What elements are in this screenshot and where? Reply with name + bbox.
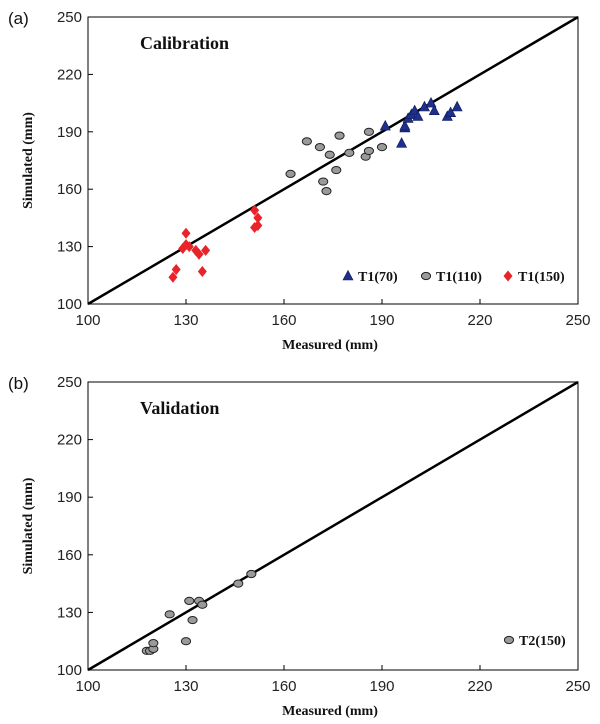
chart-panel-0: 100 130 160 190 220 250 100 130 160 190 220 250 Meas… xyxy=(8,9,591,353)
x-tick-label: 220 xyxy=(467,678,492,695)
data-point xyxy=(324,150,335,159)
data-point xyxy=(301,137,312,146)
chart-title: Calibration xyxy=(140,33,229,53)
y-tick-label: 250 xyxy=(57,374,82,391)
legend: T2(150) xyxy=(503,634,566,649)
data-point xyxy=(246,569,257,579)
data-point xyxy=(197,265,207,277)
x-tick-label: 220 xyxy=(467,312,492,329)
series-0 xyxy=(141,569,257,655)
data-point xyxy=(396,137,408,148)
x-tick-label: 250 xyxy=(565,678,590,695)
data-point xyxy=(181,227,191,239)
data-point xyxy=(363,127,375,136)
data-point xyxy=(321,187,332,196)
y-axis-title: Simulated (mm) xyxy=(21,112,36,209)
data-point xyxy=(148,639,159,648)
data-point xyxy=(363,146,375,156)
series-1 xyxy=(285,127,388,196)
y-tick-label: 160 xyxy=(57,181,82,198)
x-axis-title: Measured (mm) xyxy=(282,704,378,719)
data-point xyxy=(184,596,195,605)
x-tick-label: 100 xyxy=(75,312,100,329)
data-point xyxy=(399,119,411,131)
series-2 xyxy=(168,204,263,283)
panel-label: (b) xyxy=(8,374,29,393)
data-point xyxy=(318,177,329,186)
y-tick-label: 220 xyxy=(57,66,82,83)
y-tick-label: 130 xyxy=(57,604,82,621)
data-point xyxy=(171,264,181,276)
data-point xyxy=(253,220,263,232)
data-point xyxy=(428,104,440,116)
plot-frame xyxy=(87,381,579,671)
y-axis-title: Simulated (mm) xyxy=(21,477,36,574)
y-tick-label: 190 xyxy=(57,489,82,506)
data-point xyxy=(334,131,345,140)
legend-marker xyxy=(503,270,513,282)
x-tick-label: 100 xyxy=(75,678,100,695)
legend-label: T2(150) xyxy=(519,634,566,649)
data-point xyxy=(425,96,437,108)
legend-label: T1(110) xyxy=(436,270,482,285)
y-tick-label: 250 xyxy=(57,9,82,26)
data-point xyxy=(376,143,388,152)
x-tick-label: 190 xyxy=(369,678,394,695)
data-point xyxy=(451,100,463,112)
data-point xyxy=(412,110,424,121)
x-axis-title: Measured (mm) xyxy=(282,338,378,353)
y-tick-label: 130 xyxy=(57,239,82,256)
x-tick-label: 160 xyxy=(271,312,296,329)
one-to-one-line xyxy=(87,380,579,672)
legend-label: T1(70) xyxy=(358,270,398,285)
plot-frame xyxy=(87,16,579,305)
data-point xyxy=(253,212,263,224)
data-point xyxy=(184,241,194,253)
data-point xyxy=(194,248,204,260)
legend-marker xyxy=(342,269,354,281)
y-tick-label: 160 xyxy=(57,547,82,564)
x-tick-label: 130 xyxy=(173,678,198,695)
x-tick-label: 250 xyxy=(565,312,590,329)
x-tick-label: 130 xyxy=(173,312,198,329)
data-point xyxy=(285,169,296,178)
chart-title: Validation xyxy=(140,398,219,418)
data-point xyxy=(344,148,355,157)
x-tick-label: 160 xyxy=(271,678,296,695)
data-point xyxy=(187,615,198,625)
y-tick-label: 190 xyxy=(57,124,82,141)
one-to-one-line xyxy=(87,15,579,306)
series-0 xyxy=(379,96,463,148)
y-tick-label: 100 xyxy=(57,296,82,313)
legend-marker xyxy=(503,635,515,645)
data-point xyxy=(180,637,192,646)
data-point xyxy=(250,204,260,216)
panel-label: (a) xyxy=(8,9,29,28)
legend-label: T1(150) xyxy=(518,270,565,285)
chart-panel-1: 100 130 160 190 220 250 100 130 160 190 220 250 Meas… xyxy=(8,374,591,719)
data-point xyxy=(314,143,326,152)
x-tick-label: 190 xyxy=(369,312,394,329)
y-tick-label: 100 xyxy=(57,662,82,679)
data-point xyxy=(331,165,342,175)
data-point xyxy=(168,271,178,283)
data-point xyxy=(201,244,211,256)
y-tick-label: 220 xyxy=(57,432,82,449)
data-point xyxy=(445,106,457,117)
legend-marker xyxy=(420,271,432,281)
data-point xyxy=(164,610,175,619)
data-point xyxy=(197,600,208,609)
legend: T1(70) T1(110) T1(150) xyxy=(342,269,565,285)
data-point xyxy=(233,579,244,588)
data-point xyxy=(379,119,391,131)
